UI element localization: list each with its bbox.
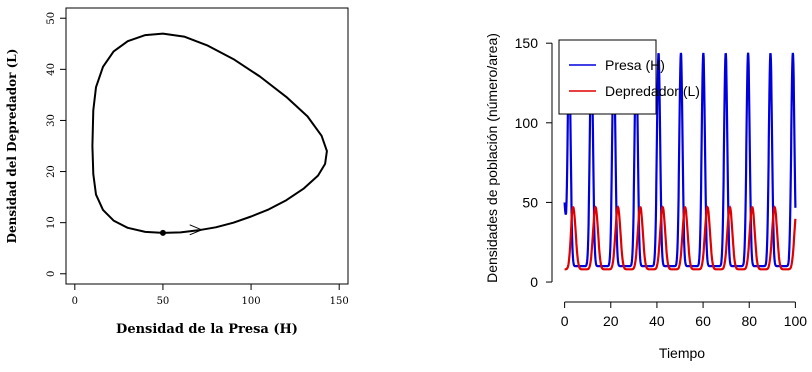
phase-x-tick-label: 50: [157, 296, 170, 307]
time-series-lines: [563, 52, 797, 271]
phase-y-tick-label: 30: [46, 114, 57, 127]
phase-x-tick-label: 0: [72, 296, 78, 307]
phase-y-tick-label: 40: [46, 63, 57, 76]
time-y-tick-label: 100: [515, 115, 539, 131]
phase-plot-frame: [65, 7, 349, 285]
phase-y-tick-label: 20: [46, 165, 57, 178]
phase-y-axis-title: Densidad del Depredador (L): [5, 49, 19, 244]
time-y-tick-label: 150: [515, 35, 539, 51]
time-y-axis: 0 50 100 150: [515, 35, 553, 290]
legend-label-prey: Presa (H): [605, 57, 665, 73]
time-x-tick-label: 0: [561, 313, 569, 329]
legend: Presa (H) Depredador (L): [558, 39, 700, 115]
time-y-tick-label: 50: [522, 194, 538, 210]
time-series-plot: 0 50 100 150 0 20 40 60 80 100 Presa (H) Depreda…: [484, 33, 807, 361]
phase-x-tick-label: 100: [242, 296, 261, 307]
direction-arrow: [189, 224, 204, 236]
predator-line: [564, 205, 797, 271]
phase-y-tick-label: 0: [46, 271, 57, 277]
time-x-tick-label: 40: [649, 313, 665, 329]
phase-x-axis: 0 50 100 150: [72, 284, 349, 307]
phase-x-axis-title: Densidad de la Presa (H): [116, 322, 298, 337]
time-x-tick-label: 20: [603, 313, 619, 329]
time-x-axis: 0 20 40 60 80 100: [561, 301, 808, 329]
phase-trajectory: [91, 32, 328, 234]
legend-box: [558, 39, 657, 115]
phase-y-tick-label: 50: [46, 12, 57, 25]
time-x-tick-label: 80: [741, 313, 757, 329]
time-x-tick-label: 100: [784, 313, 808, 329]
time-y-axis-title: Densidades de población (número/area): [484, 33, 500, 283]
time-x-tick-label: 60: [695, 313, 711, 329]
phase-plot: 0 10 20 30 40 50 0 50 100 150 Densidad de la Pre…: [5, 7, 349, 337]
phase-y-axis: 0 10 20 30 40 50: [46, 12, 66, 277]
time-x-axis-title: Tiempo: [659, 345, 705, 361]
legend-label-predator: Depredador (L): [605, 83, 700, 99]
phase-y-tick-label: 10: [46, 216, 57, 229]
time-y-tick-label: 0: [530, 274, 538, 290]
start-point: [159, 229, 166, 236]
phase-x-tick-label: 150: [330, 296, 349, 307]
